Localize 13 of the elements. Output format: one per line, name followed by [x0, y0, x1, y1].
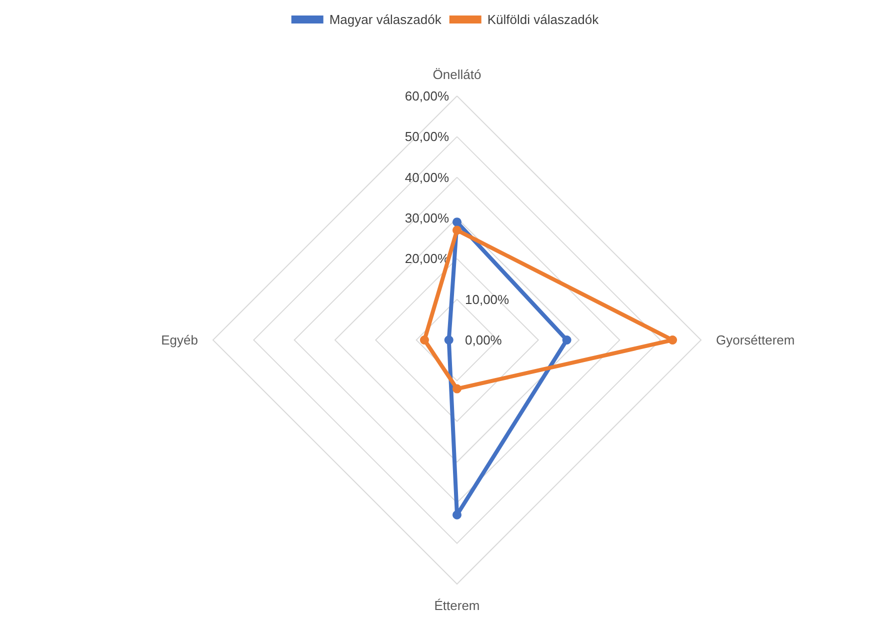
y-tick-label: 0,00% — [465, 332, 502, 348]
y-tick-label: 50,00% — [404, 129, 450, 144]
legend-label: Magyar válaszadók — [329, 12, 442, 27]
y-tick-label: 10,00% — [465, 292, 510, 307]
y-tick-label: 30,00% — [404, 210, 450, 226]
spoke-label: Egyéb — [161, 332, 198, 348]
y-tick-label: 40,00% — [404, 170, 450, 185]
spoke-label: Önellátó — [432, 67, 482, 82]
y-tick-label: 20,00% — [404, 251, 450, 266]
spoke-label: Gyorsétterem — [716, 332, 795, 348]
legend-label: Külföldi válaszadók — [487, 12, 600, 27]
y-tick-label: 60,00% — [404, 88, 450, 104]
spoke-label: Étterem — [434, 598, 480, 613]
